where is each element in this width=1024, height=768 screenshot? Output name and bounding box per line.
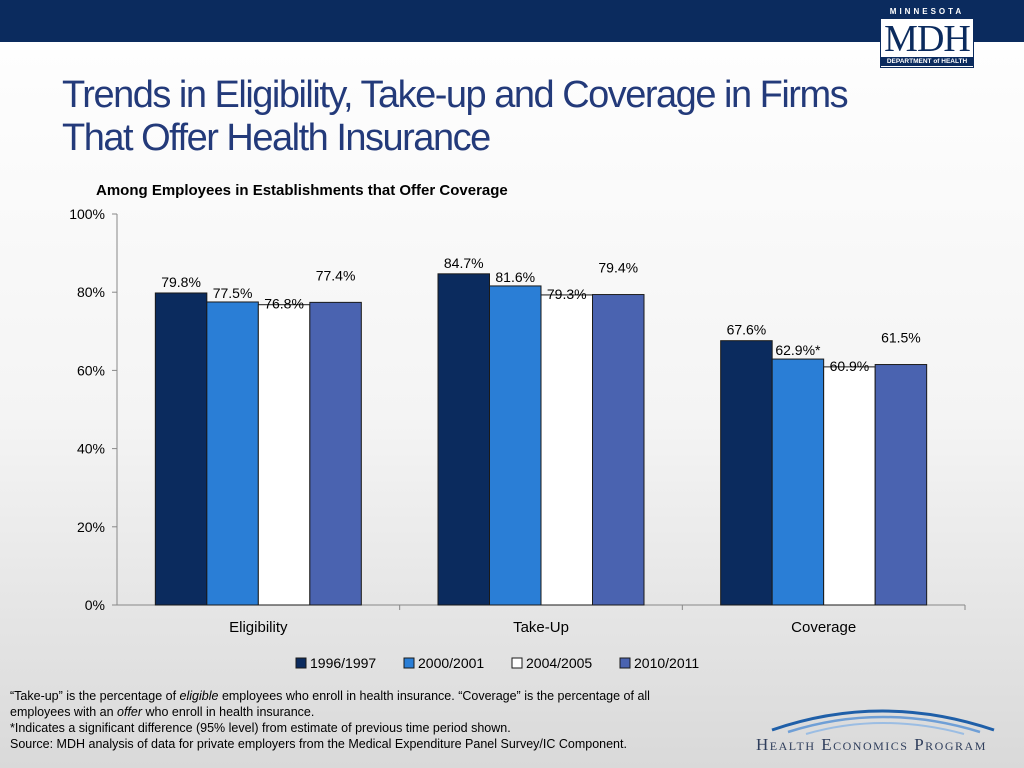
footnote-source: Source: MDH analysis of data for private… [10,737,627,751]
data-label: 61.5% [881,330,921,346]
footnote-definitions-cont: employees with an offer who enroll in he… [10,705,315,719]
bar [154,292,208,606]
legend-label: 2000/2001 [418,655,484,671]
x-tick-label: Take-Up [513,619,569,636]
bar [437,273,490,606]
data-label: 79.3% [547,286,587,302]
data-label: 62.9%* [775,342,821,358]
title-line-2: That Offer Health Insurance [62,117,491,159]
y-tick-label: 80% [77,284,105,300]
data-label: 77.4% [316,267,356,283]
program-name: Health Economics Program [756,735,987,754]
y-tick-label: 20% [77,519,105,535]
chart-title: Among Employees in Establishments that O… [96,182,508,199]
footnote-significance: *Indicates a significant difference (95%… [10,721,511,735]
mdh-logo: MINNESOTA MDH DEPARTMENT of HEALTH [880,6,974,68]
footnote-definitions: “Take-up” is the percentage of eligible … [10,689,650,703]
logo-dept-text: DEPARTMENT of HEALTH [881,57,973,66]
legend-swatch [295,657,307,669]
bar [592,294,645,606]
bar [720,340,773,606]
bar [823,366,876,606]
legend-label: 2010/2011 [634,655,699,671]
legend-swatch [511,657,523,669]
bar [489,285,542,606]
y-tick-label: 100% [69,206,105,222]
legend-label: 2004/2005 [526,655,592,671]
data-label: 60.9% [830,358,870,374]
data-label: 79.8% [161,274,201,290]
data-label: 67.6% [727,322,767,338]
program-logo-arcs [771,709,995,735]
bar [309,301,362,606]
data-label: 81.6% [495,269,535,285]
title-line-1: Trends in Eligibility, Take-up and Cover… [62,74,849,116]
bar [257,304,311,606]
logo-mdh-text: MDH [884,18,971,60]
slide-title: Trends in Eligibility, Take-up and Cover… [62,74,922,160]
data-label: 76.8% [264,296,304,312]
logo-state-text: MINNESOTA [889,7,965,16]
x-tick-label: Coverage [791,619,856,636]
legend-swatch [619,657,631,669]
x-tick-label: Eligibility [229,619,288,636]
bar [771,358,825,606]
data-label: 77.5% [213,285,253,301]
data-label: 84.7% [444,255,484,271]
bar [206,301,259,606]
data-label: 79.4% [598,260,638,276]
bar [540,294,593,606]
y-tick-label: 40% [77,441,105,457]
legend-label: 1996/1997 [310,655,376,671]
bar [874,364,928,606]
legend-swatch [403,657,415,669]
y-tick-label: 0% [85,597,105,613]
y-tick-label: 60% [77,362,105,378]
footnotes: “Take-up” is the percentage of eligible … [10,688,750,752]
header-bar [0,0,1024,42]
